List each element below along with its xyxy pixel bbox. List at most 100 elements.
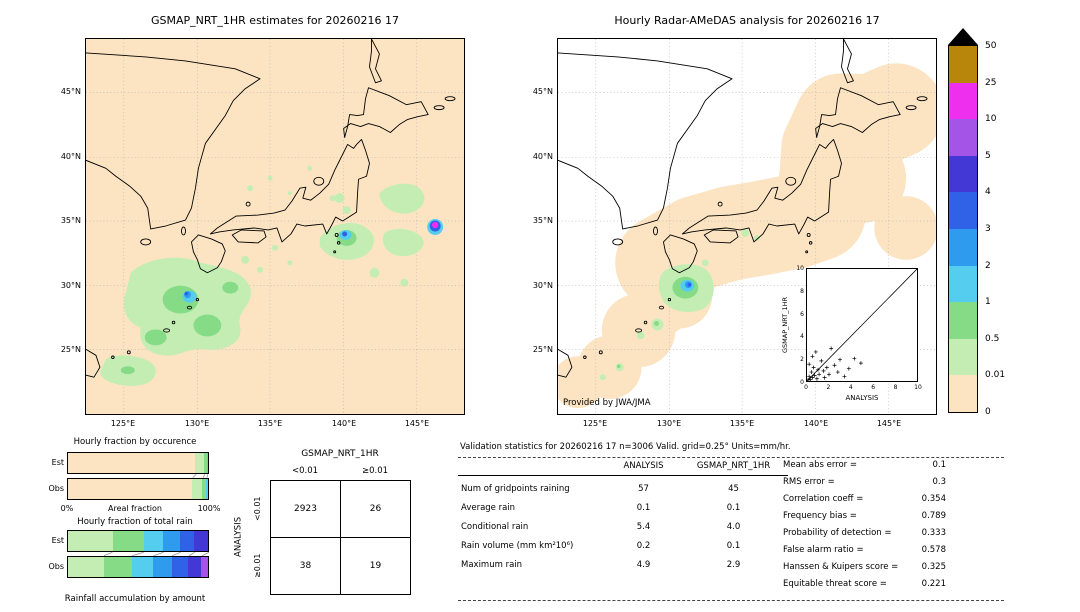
lon-tick-label: 140°E [803,419,829,428]
bar-segment [203,453,207,473]
stats-header: Validation statistics for 20260216 17 n=… [460,442,791,452]
colorbar-tick-label: 1 [985,297,991,308]
scatter-point [822,375,827,380]
score-value: 0.333 [921,528,946,538]
diagonal-line [807,269,917,381]
obs-row-label: Obs [48,562,64,571]
stat-label: Rain volume (mm km²10⁶) [461,541,574,551]
rain-rate-colorbar: 50 25 10 5 4 3 2 1 0.5 0.01 0 [948,28,1043,428]
inset-ytick-label: 2 [800,356,804,364]
bar-segment [112,531,144,551]
inset-xtick-label: 4 [848,384,853,391]
inset-ytick-label: 6 [800,310,804,318]
radar-coverage-area [558,63,936,409]
score-row: Mean abs error = 0.1 [783,460,968,474]
stat-label: Average rain [461,503,516,513]
lon-tick-label: 145°E [404,419,430,428]
lon-tick-label: 145°E [876,419,902,428]
x-max-label: 100% [197,504,221,513]
inset-ytick-label: 8 [800,287,804,295]
magenta-rain-core [431,221,439,229]
stats-row: Num of gridpoints raining 57 45 [458,484,788,498]
score-label: RMS error = [783,477,835,487]
score-label: Correlation coeff = [783,494,864,504]
scatter-point [821,368,826,373]
occurrence-chart-title: Hourly fraction by occurence [73,437,197,447]
bar-segment [206,453,208,473]
colorbar-tick-label: 50 [985,41,997,51]
stats-row: Rain volume (mm km²10⁶) 0.2 0.1 [458,541,788,555]
bar-segment [132,557,154,577]
colorbar-tick-label: 10 [985,114,997,125]
lon-tick-label: 135°E [257,419,283,428]
scatter-point [824,365,829,370]
contingency-grid: 2923 26 38 19 [270,480,411,595]
obs-amount-bar [67,556,209,578]
stat-label: Num of gridpoints raining [461,484,570,494]
stat-analysis-value: 0.2 [636,541,651,551]
scatter-point [835,370,840,375]
gsmap-background [86,39,464,414]
score-row: Frequency bias = 0.789 [783,511,968,525]
lat-tick-label: 40°N [532,152,553,161]
colorbar-segment [949,46,977,83]
stat-label: Maximum rain [461,560,523,570]
contingency-table: GSMAP_NRT_1HR <0.01 ≥0.01 ANALYSIS <0.01… [225,449,425,599]
colorbar-segment [949,375,977,412]
x-min-label: 0% [60,504,74,513]
radar-precipitation [599,228,760,381]
score-label: Hanssen & Kuipers score = [783,562,899,572]
scatter-point [813,349,818,354]
dashed-divider [458,457,1004,458]
bar-segment [153,557,172,577]
lat-tick-label: 40°N [60,152,81,161]
stats-col-analysis: ANALYSIS [623,461,664,471]
est-occurrence-bar [67,452,209,474]
scatter-point [811,365,816,370]
contingency-cell: 26 [340,480,411,538]
stat-analysis-value: 57 [638,484,649,494]
score-value: 0.221 [921,579,946,589]
scatter-point [827,372,831,377]
blue-rain-core [687,282,692,287]
left-map-title: GSMAP_NRT_1HR estimates for 20260216 17 [150,14,400,27]
scatter-point [817,372,822,377]
scatter-point [816,367,820,372]
scatter-point [808,377,813,381]
scatter-point [807,374,812,379]
colorbar-segment [949,192,977,229]
lon-tick-label: 130°E [656,419,682,428]
scatter-point [810,354,815,359]
inset-ytick-label: 0 [800,379,804,386]
stat-analysis-value: 0.1 [636,503,651,513]
scatter-point [810,375,815,380]
bar-segment [68,453,196,473]
contingency-col-header: <0.01 [291,466,319,476]
colorbar-body [948,45,978,413]
lon-tick-label: 140°E [331,419,357,428]
inset-xtick-label: 2 [826,384,831,391]
inset-xtick-label: 6 [871,384,876,391]
scatter-point [842,374,847,379]
lat-tick-label: 35°N [532,216,553,225]
right-map-title: Hourly Radar-AMeDAS analysis for 2026021… [614,14,880,27]
bar-segment [163,531,180,551]
colorbar-tick-label: 25 [985,77,997,88]
colorbar-labels: 50 25 10 5 4 3 2 1 0.5 0.01 0 [985,41,1040,417]
stat-gsmap-value: 2.9 [726,560,741,570]
total-rain-fraction-chart: Hourly fraction of total rain Est Obs Ra… [40,517,230,609]
inset-xlabel: ANALYSIS [845,394,879,402]
colorbar-tick-label: 5 [985,150,991,161]
bar-segment [68,557,105,577]
colorbar-segment [949,119,977,156]
bar-segment [188,557,201,577]
scatter-point [832,363,837,368]
stats-row: Average rain 0.1 0.1 [458,503,788,517]
header-underline [458,475,788,476]
gsmap-map [85,38,465,415]
score-row: Equitable threat score = 0.221 [783,579,968,593]
lon-tick-label: 125°E [582,419,608,428]
bar-segment [68,531,113,551]
lat-tick-label: 45°N [60,87,81,96]
